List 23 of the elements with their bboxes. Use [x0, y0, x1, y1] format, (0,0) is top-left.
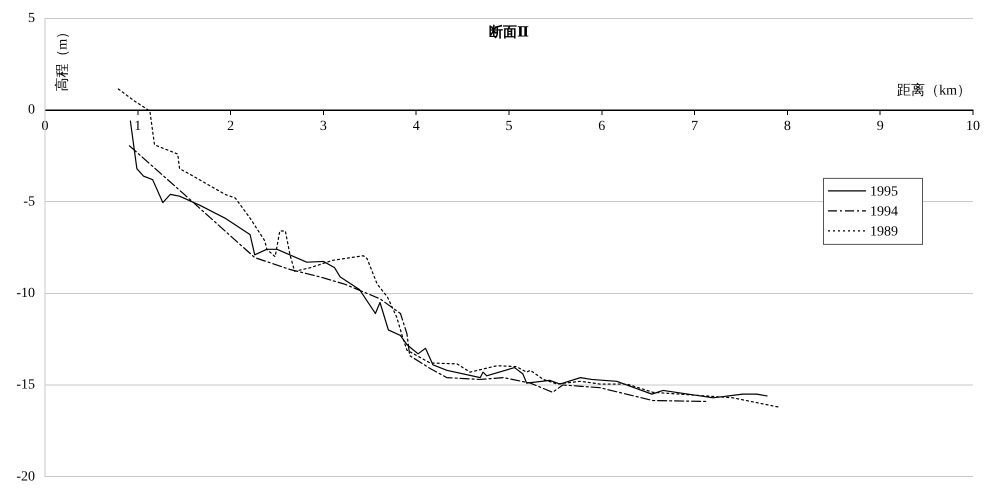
- x-tick-label: 1: [134, 119, 142, 134]
- x-tick-label: 6: [598, 119, 606, 134]
- legend-label: 1989: [870, 224, 898, 240]
- x-tick-label: 2: [227, 119, 234, 134]
- y-tick-label: 0: [28, 102, 35, 118]
- text: 断面Ⅱ: [489, 24, 530, 41]
- y-tick-label: 5: [28, 11, 35, 26]
- legend-label: 1994: [870, 204, 898, 220]
- x-tick-label: 10: [966, 119, 980, 134]
- y-tick-label: -15: [16, 378, 35, 393]
- y-axis-title: 高程（m）: [54, 24, 71, 92]
- legend-label: 1995: [870, 184, 898, 200]
- x-tick-label: 4: [412, 119, 420, 134]
- y-tick-label: -10: [16, 286, 35, 301]
- x-tick-label: 8: [784, 119, 791, 134]
- x-tick-label: 9: [876, 119, 884, 134]
- x-tick-label: 5: [506, 119, 512, 134]
- x-axis-title: 距离（km）: [897, 82, 971, 99]
- x-tick-label: 3: [320, 119, 327, 134]
- y-tick-label: -5: [23, 194, 35, 210]
- y-tick-label: -20: [16, 469, 35, 484]
- x-tick-label: 0: [42, 119, 48, 134]
- x-tick-label: 7: [691, 119, 698, 134]
